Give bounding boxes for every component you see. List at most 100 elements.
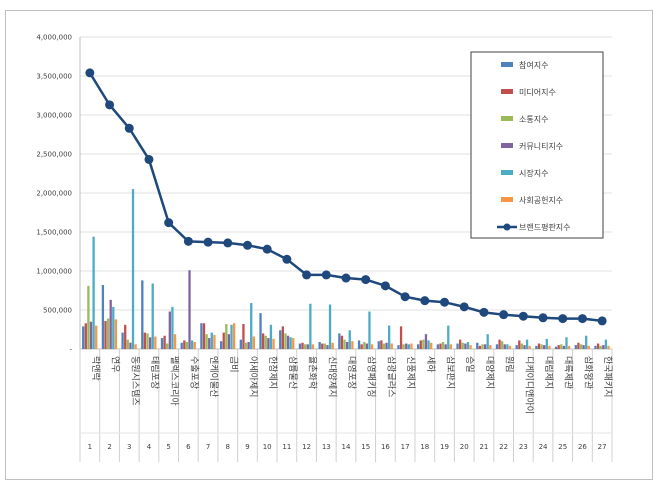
y-tick-label: - xyxy=(69,346,72,354)
x-index-label: 17 xyxy=(401,443,410,451)
bar xyxy=(213,334,216,349)
x-tick-label: 삼광글라스 xyxy=(385,356,397,397)
line-point xyxy=(440,297,450,307)
bar xyxy=(439,343,442,349)
bar xyxy=(193,341,196,349)
bar xyxy=(486,334,489,349)
y-tick-label: 500,000 xyxy=(43,307,72,315)
bar xyxy=(261,333,265,349)
bar xyxy=(171,306,174,349)
line-point xyxy=(420,296,430,306)
x-index-label: 21 xyxy=(479,443,488,451)
line-point xyxy=(499,310,509,320)
bar xyxy=(368,311,371,349)
x-index-label: 20 xyxy=(460,443,469,451)
bar xyxy=(528,345,531,349)
y-tick-label: 2,500,000 xyxy=(36,151,72,159)
bar xyxy=(340,335,344,349)
bar xyxy=(545,338,548,349)
bar xyxy=(219,341,223,349)
bar xyxy=(301,342,304,349)
bar xyxy=(104,320,107,349)
x-index-label: 27 xyxy=(598,443,607,451)
legend-swatch xyxy=(503,223,511,231)
bar xyxy=(129,342,132,349)
bar xyxy=(154,336,157,349)
x-index-label: 11 xyxy=(282,443,291,451)
bar xyxy=(259,313,262,349)
legend-label: 소통지수 xyxy=(519,115,548,124)
x-index-label: 26 xyxy=(578,443,587,451)
bar xyxy=(594,345,597,349)
bar xyxy=(202,323,206,349)
bar xyxy=(124,324,127,349)
bar xyxy=(286,335,290,349)
bar xyxy=(407,344,411,349)
bar xyxy=(476,342,479,349)
x-tick-label: 대림제지 xyxy=(543,356,555,389)
x-tick-label: 삼륭물산 xyxy=(287,356,298,389)
bar xyxy=(84,323,87,349)
line-point xyxy=(223,238,233,248)
bar xyxy=(166,343,169,349)
bar xyxy=(557,345,560,349)
x-tick-label: 삼화왕관 xyxy=(582,356,593,389)
bar xyxy=(222,332,225,349)
bar xyxy=(377,341,380,349)
bar xyxy=(252,336,255,349)
bar xyxy=(331,342,334,349)
line-point xyxy=(242,240,252,250)
bar xyxy=(183,340,186,349)
x-index-label: 8 xyxy=(226,443,230,451)
x-tick-label: 대륙제관 xyxy=(563,356,574,389)
line-point xyxy=(105,100,115,110)
legend-swatch xyxy=(501,62,513,67)
line-point xyxy=(577,314,587,324)
bar xyxy=(548,345,551,349)
bar xyxy=(303,344,307,349)
line-point xyxy=(558,314,568,324)
line-point xyxy=(597,316,607,326)
x-tick-label: 엔케이물산 xyxy=(208,356,219,397)
x-tick-label: 삼영패키징 xyxy=(366,356,377,397)
bar xyxy=(444,344,447,349)
bar xyxy=(298,343,302,349)
x-tick-label: 한국패키지 xyxy=(602,356,613,397)
bar xyxy=(173,334,177,349)
line-point xyxy=(262,244,272,254)
bar xyxy=(225,324,228,349)
bar xyxy=(427,340,430,349)
bar xyxy=(112,306,115,349)
x-tick-label: 신대양제지 xyxy=(326,356,337,397)
x-tick-label: 원림 xyxy=(504,356,516,373)
x-index-label: 9 xyxy=(245,443,249,451)
legend-label: 참여지수 xyxy=(519,60,548,70)
bar xyxy=(481,344,484,349)
bar xyxy=(441,341,445,349)
bar xyxy=(338,333,341,349)
bar xyxy=(92,236,95,349)
bar xyxy=(230,324,233,349)
legend-label: 커뮤니티지수 xyxy=(519,141,563,151)
bar xyxy=(478,345,482,349)
x-tick-label: 대영포장 xyxy=(346,356,357,389)
bar xyxy=(525,339,529,349)
bar xyxy=(126,339,129,349)
bar xyxy=(284,333,287,349)
x-index-label: 25 xyxy=(558,443,567,451)
bar xyxy=(498,339,501,349)
bar xyxy=(535,345,538,349)
bar xyxy=(469,345,472,349)
bar xyxy=(143,332,147,349)
bar xyxy=(554,346,558,349)
bar xyxy=(279,330,282,349)
x-index-label: 3 xyxy=(127,443,131,451)
bar xyxy=(562,345,566,349)
bar xyxy=(205,334,208,349)
bar xyxy=(346,341,349,349)
bar xyxy=(518,340,521,349)
bar xyxy=(106,318,110,349)
bar xyxy=(464,343,467,349)
bar xyxy=(461,342,464,349)
